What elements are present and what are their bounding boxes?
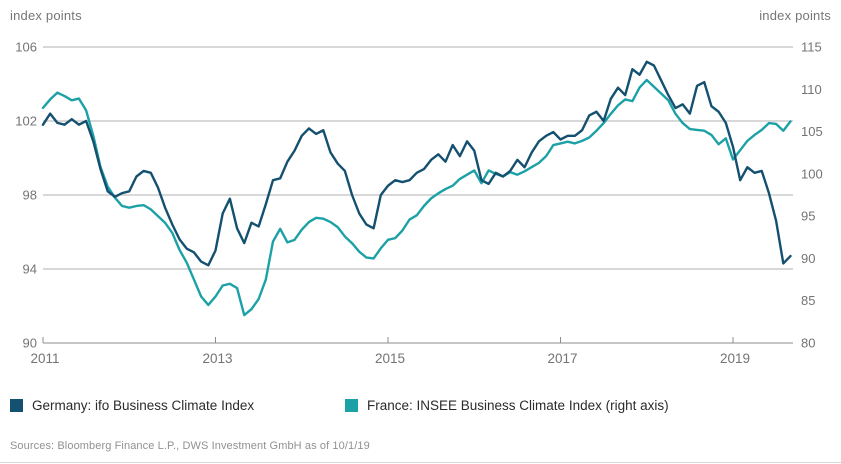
germany-series-label: Germany: ifo Business Climate Index <box>32 397 255 413</box>
france-series-label: France: INSEE Business Climate Index (ri… <box>367 397 669 413</box>
line-chart-canvas: 2011 2013 2015 2017 2019 106 102 98 94 90 115 110 10… <box>15 40 823 367</box>
svg-text:80: 80 <box>801 336 815 351</box>
right-axis-caption: index points <box>759 8 831 23</box>
svg-text:95: 95 <box>801 209 815 224</box>
svg-text:90: 90 <box>23 336 37 351</box>
svg-text:2013: 2013 <box>202 351 232 366</box>
source-note: Sources: Bloomberg Finance L.P., DWS Inv… <box>10 440 370 452</box>
legend-item-france: France: INSEE Business Climate Index (ri… <box>345 396 669 414</box>
svg-text:105: 105 <box>801 124 823 139</box>
svg-text:102: 102 <box>15 114 37 129</box>
svg-text:2017: 2017 <box>547 351 577 366</box>
bottom-divider <box>0 462 841 463</box>
svg-text:98: 98 <box>23 188 37 203</box>
svg-text:100: 100 <box>801 166 823 181</box>
svg-text:2019: 2019 <box>720 351 750 366</box>
svg-text:110: 110 <box>801 82 822 97</box>
svg-text:85: 85 <box>801 293 815 308</box>
svg-text:115: 115 <box>801 40 822 55</box>
svg-text:106: 106 <box>15 40 37 55</box>
svg-text:94: 94 <box>23 262 37 277</box>
svg-text:90: 90 <box>801 251 815 266</box>
left-axis-caption: index points <box>10 8 82 23</box>
germany-series-swatch <box>10 398 23 412</box>
france-series-swatch <box>345 398 358 412</box>
svg-text:2011: 2011 <box>30 351 59 366</box>
svg-text:2015: 2015 <box>375 351 405 366</box>
legend-item-germany: Germany: ifo Business Climate Index <box>10 396 254 414</box>
